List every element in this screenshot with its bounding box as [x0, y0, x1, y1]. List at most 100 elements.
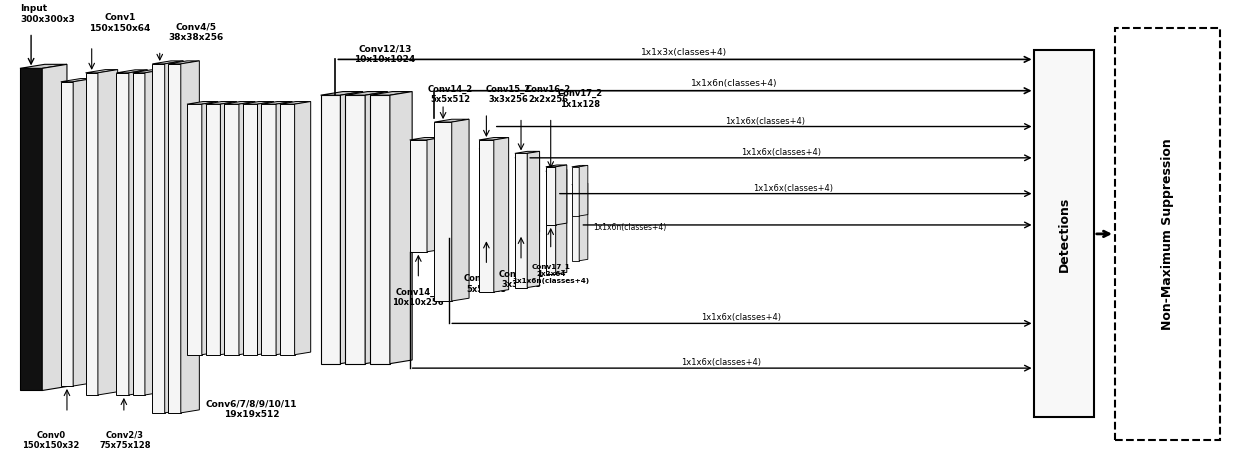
Polygon shape — [527, 151, 539, 288]
Polygon shape — [479, 147, 507, 149]
FancyBboxPatch shape — [1115, 28, 1220, 440]
Polygon shape — [546, 169, 567, 171]
Polygon shape — [479, 149, 494, 238]
Polygon shape — [572, 167, 579, 216]
Text: 1x1x6x(classes+4): 1x1x6x(classes+4) — [724, 117, 805, 126]
Polygon shape — [187, 104, 202, 355]
Polygon shape — [224, 104, 239, 355]
Polygon shape — [181, 61, 200, 413]
Polygon shape — [277, 101, 293, 355]
Text: 1x1x6n(classes+4): 1x1x6n(classes+4) — [691, 79, 777, 89]
Polygon shape — [572, 185, 579, 261]
Polygon shape — [73, 78, 93, 386]
Text: Conv1
150x150x64: Conv1 150x150x64 — [89, 13, 151, 33]
Polygon shape — [187, 101, 218, 104]
Text: 1x1x6x(classes+4): 1x1x6x(classes+4) — [702, 313, 781, 323]
Text: 1x1x6x(classes+4): 1x1x6x(classes+4) — [740, 148, 821, 157]
Polygon shape — [409, 140, 427, 252]
Text: Conv15_1
5x5x128: Conv15_1 5x5x128 — [464, 274, 508, 294]
Polygon shape — [409, 138, 441, 140]
Polygon shape — [479, 140, 494, 292]
Polygon shape — [341, 92, 362, 364]
Polygon shape — [98, 70, 118, 395]
Polygon shape — [370, 92, 412, 95]
Polygon shape — [206, 101, 237, 104]
Polygon shape — [556, 165, 567, 225]
Polygon shape — [133, 70, 164, 73]
Polygon shape — [262, 104, 277, 355]
Text: Conv16_2
2x2x256: Conv16_2 2x2x256 — [526, 84, 570, 104]
Text: Conv12/13
10x10x1024: Conv12/13 10x10x1024 — [355, 45, 415, 64]
Text: Conv15_2
3x3x256: Conv15_2 3x3x256 — [486, 84, 531, 104]
Polygon shape — [117, 73, 129, 395]
Polygon shape — [42, 64, 67, 391]
Polygon shape — [345, 95, 365, 364]
Polygon shape — [479, 138, 508, 140]
Text: 1x1x6x(classes+4): 1x1x6x(classes+4) — [753, 184, 833, 193]
Polygon shape — [572, 165, 588, 167]
Polygon shape — [258, 101, 274, 355]
Polygon shape — [243, 101, 274, 104]
Polygon shape — [117, 70, 148, 73]
Polygon shape — [515, 153, 527, 288]
Polygon shape — [169, 61, 200, 64]
Polygon shape — [239, 101, 255, 355]
Text: Conv4/5
38x38x256: Conv4/5 38x38x256 — [167, 22, 223, 41]
Polygon shape — [262, 101, 293, 104]
Text: Conv14_2
5x5x512: Conv14_2 5x5x512 — [428, 84, 474, 104]
Polygon shape — [389, 92, 412, 364]
Polygon shape — [280, 104, 295, 355]
Text: Input
300x300x3: Input 300x300x3 — [20, 4, 74, 23]
Polygon shape — [202, 101, 218, 355]
Polygon shape — [546, 167, 556, 225]
Polygon shape — [345, 92, 387, 95]
Polygon shape — [515, 156, 539, 158]
Polygon shape — [133, 73, 145, 395]
Polygon shape — [224, 101, 255, 104]
Polygon shape — [321, 95, 341, 364]
Polygon shape — [61, 78, 93, 82]
Polygon shape — [451, 119, 469, 301]
Polygon shape — [165, 61, 184, 413]
Polygon shape — [579, 165, 588, 216]
Polygon shape — [546, 171, 556, 274]
Text: Non-Maximum Suppression: Non-Maximum Suppression — [1161, 138, 1174, 330]
Polygon shape — [494, 147, 507, 238]
Polygon shape — [61, 82, 73, 386]
Text: Detections: Detections — [1058, 196, 1070, 272]
Polygon shape — [20, 64, 67, 68]
Polygon shape — [206, 104, 221, 355]
Polygon shape — [153, 64, 165, 413]
Text: 1x1x3x(classes+4): 1x1x3x(classes+4) — [641, 48, 728, 57]
Polygon shape — [129, 70, 148, 395]
Polygon shape — [169, 64, 181, 413]
Polygon shape — [515, 158, 527, 234]
Text: Conv16_1
3x3x128: Conv16_1 3x3x128 — [498, 270, 543, 289]
Polygon shape — [434, 119, 469, 122]
Polygon shape — [515, 151, 539, 153]
Text: 1x1x6x(classes+4): 1x1x6x(classes+4) — [682, 358, 761, 367]
Text: Conv17_2
1x1x128: Conv17_2 1x1x128 — [558, 89, 603, 109]
Polygon shape — [427, 138, 441, 252]
Polygon shape — [572, 183, 588, 185]
Text: Conv2/3
75x75x128: Conv2/3 75x75x128 — [99, 431, 151, 450]
Polygon shape — [434, 122, 451, 301]
Polygon shape — [243, 104, 258, 355]
Polygon shape — [221, 101, 237, 355]
Polygon shape — [321, 92, 362, 95]
Text: 1x1x6n(classes+4): 1x1x6n(classes+4) — [593, 223, 666, 232]
FancyBboxPatch shape — [1034, 50, 1094, 417]
Text: Conv6/7/8/9/10/11
19x19x512: Conv6/7/8/9/10/11 19x19x512 — [206, 399, 298, 419]
Polygon shape — [86, 70, 118, 73]
Polygon shape — [546, 165, 567, 167]
Polygon shape — [494, 138, 508, 292]
Polygon shape — [370, 95, 389, 364]
Polygon shape — [556, 169, 567, 274]
Text: Conv17_1
2x2x64
1x1x6n(classes+4): Conv17_1 2x2x64 1x1x6n(classes+4) — [512, 263, 589, 284]
Polygon shape — [280, 101, 311, 104]
Polygon shape — [145, 70, 164, 395]
Polygon shape — [579, 183, 588, 261]
Polygon shape — [20, 68, 42, 391]
Polygon shape — [365, 92, 387, 364]
Polygon shape — [527, 156, 539, 234]
